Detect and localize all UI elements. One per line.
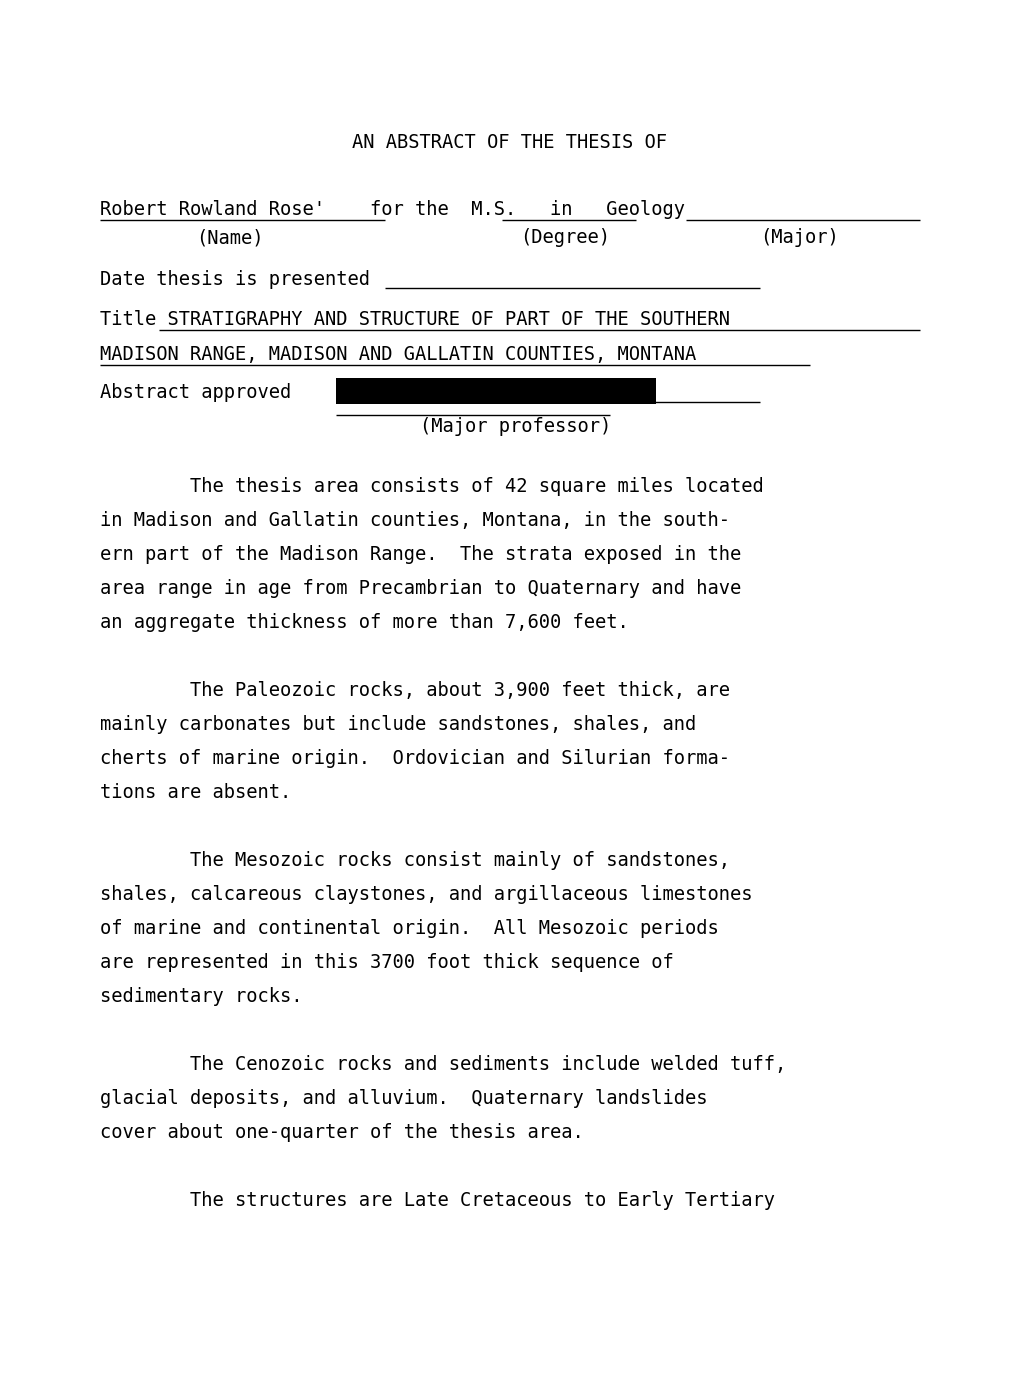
Text: tions are absent.: tions are absent. xyxy=(100,782,291,802)
Text: The Mesozoic rocks consist mainly of sandstones,: The Mesozoic rocks consist mainly of san… xyxy=(100,851,730,870)
Text: area range in age from Precambrian to Quaternary and have: area range in age from Precambrian to Qu… xyxy=(100,578,741,598)
Text: glacial deposits, and alluvium.  Quaternary landslides: glacial deposits, and alluvium. Quaterna… xyxy=(100,1090,707,1108)
Text: The thesis area consists of 42 square miles located: The thesis area consists of 42 square mi… xyxy=(100,476,763,496)
Text: (Degree): (Degree) xyxy=(520,228,609,247)
Text: Robert Rowland Rose'    for the  M.S.   in   Geology: Robert Rowland Rose' for the M.S. in Geo… xyxy=(100,200,685,219)
Text: (Name): (Name) xyxy=(196,228,264,247)
Text: of marine and continental origin.  All Mesozoic periods: of marine and continental origin. All Me… xyxy=(100,919,718,937)
Text: Date thesis is presented: Date thesis is presented xyxy=(100,270,370,289)
Text: in Madison and Gallatin counties, Montana, in the south-: in Madison and Gallatin counties, Montan… xyxy=(100,511,730,529)
Text: mainly carbonates but include sandstones, shales, and: mainly carbonates but include sandstones… xyxy=(100,715,696,733)
Text: MADISON RANGE, MADISON AND GALLATIN COUNTIES, MONTANA: MADISON RANGE, MADISON AND GALLATIN COUN… xyxy=(100,345,696,365)
Text: The Cenozoic rocks and sediments include welded tuff,: The Cenozoic rocks and sediments include… xyxy=(100,1055,786,1074)
Text: are represented in this 3700 foot thick sequence of: are represented in this 3700 foot thick … xyxy=(100,953,674,972)
Text: (Major professor): (Major professor) xyxy=(420,416,610,436)
Text: Title STRATIGRAPHY AND STRUCTURE OF PART OF THE SOUTHERN: Title STRATIGRAPHY AND STRUCTURE OF PART… xyxy=(100,310,730,330)
Text: AN ABSTRACT OF THE THESIS OF: AN ABSTRACT OF THE THESIS OF xyxy=(353,133,666,152)
Text: The Paleozoic rocks, about 3,900 feet thick, are: The Paleozoic rocks, about 3,900 feet th… xyxy=(100,680,730,700)
Text: Abstract approved: Abstract approved xyxy=(100,383,291,402)
Bar xyxy=(335,379,655,404)
Text: ern part of the Madison Range.  The strata exposed in the: ern part of the Madison Range. The strat… xyxy=(100,545,741,564)
Text: (Major): (Major) xyxy=(760,228,839,247)
Text: The structures are Late Cretaceous to Early Tertiary: The structures are Late Cretaceous to Ea… xyxy=(100,1192,774,1210)
Text: sedimentary rocks.: sedimentary rocks. xyxy=(100,988,303,1006)
Text: shales, calcareous claystones, and argillaceous limestones: shales, calcareous claystones, and argil… xyxy=(100,886,752,904)
Text: cherts of marine origin.  Ordovician and Silurian forma-: cherts of marine origin. Ordovician and … xyxy=(100,749,730,768)
Text: an aggregate thickness of more than 7,600 feet.: an aggregate thickness of more than 7,60… xyxy=(100,613,628,631)
Text: cover about one-quarter of the thesis area.: cover about one-quarter of the thesis ar… xyxy=(100,1123,583,1141)
